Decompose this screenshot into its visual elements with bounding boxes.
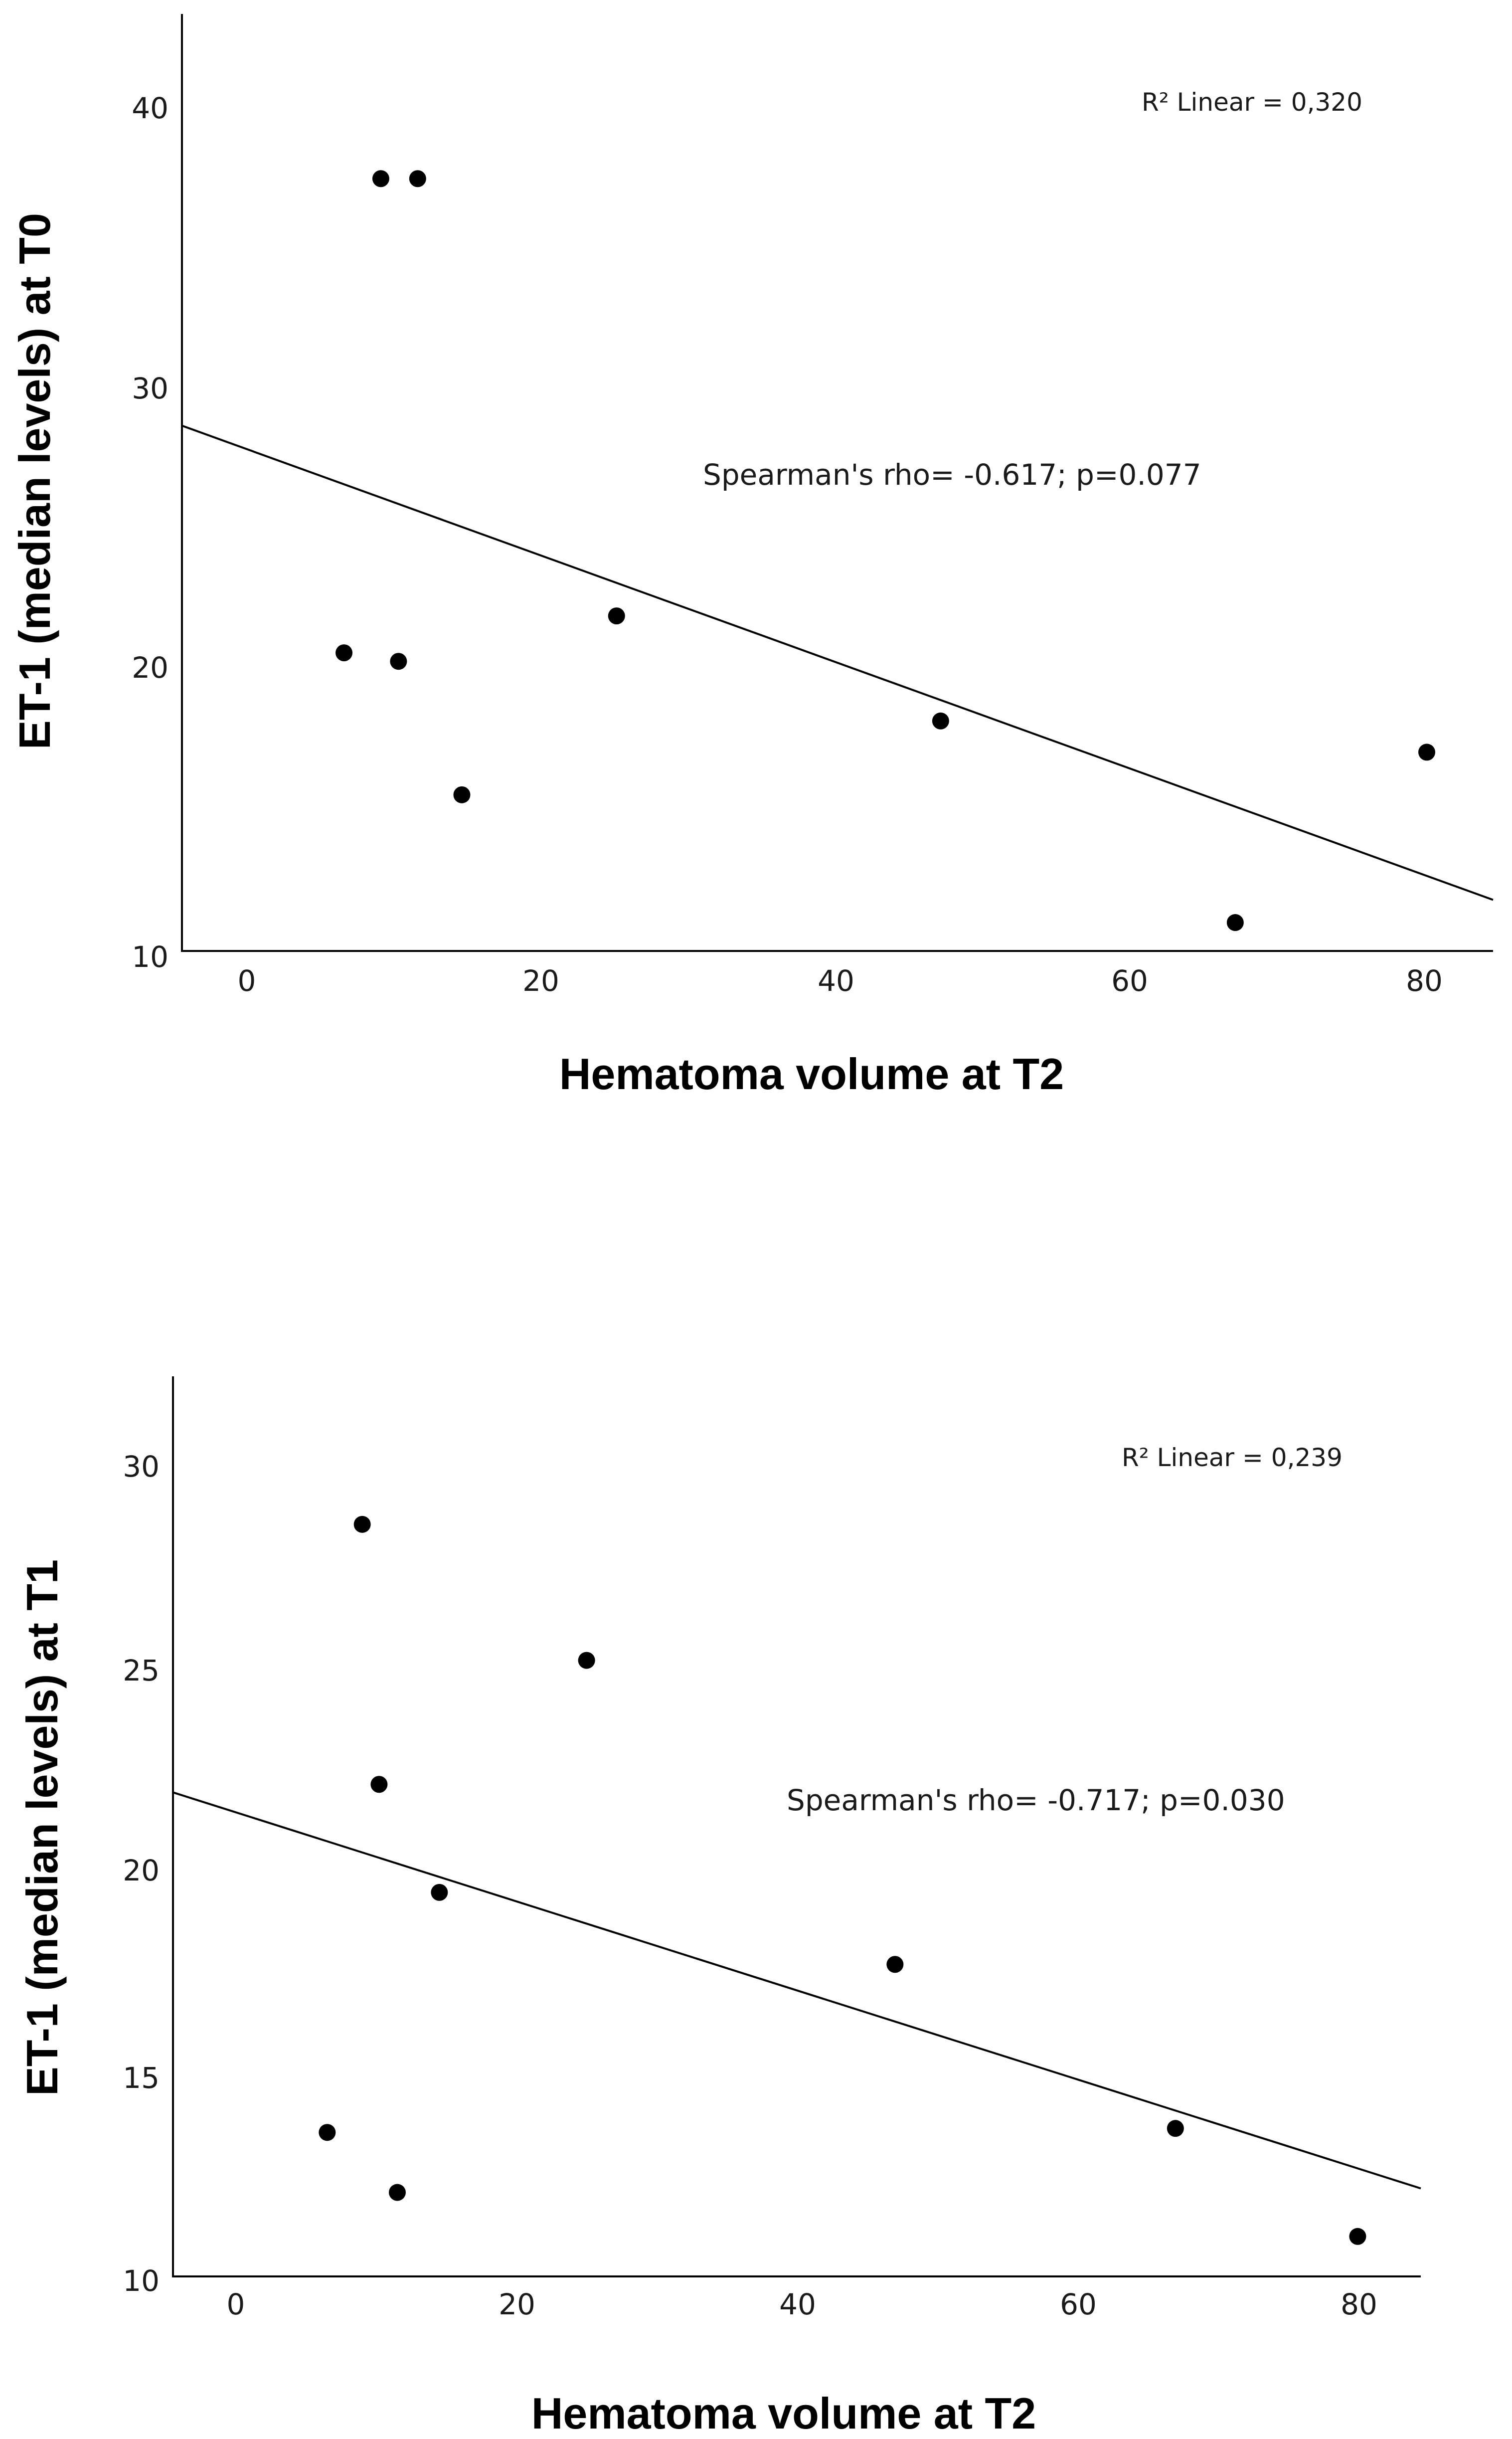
chart-2-x-axis-title: Hematoma volume at T2	[531, 2389, 1036, 2438]
data-point	[1418, 744, 1436, 761]
data-point	[578, 1652, 595, 1669]
data-point	[353, 1515, 371, 1533]
data-point	[409, 170, 426, 188]
data-point	[336, 644, 353, 662]
data-point	[319, 2124, 336, 2141]
data-point	[608, 607, 625, 625]
chart-1-regression-line	[181, 424, 1494, 901]
chart-2-r-squared: R² Linear = 0,239	[1122, 1443, 1343, 1472]
chart-1-y-ticks: 10 20 30 40	[132, 91, 168, 974]
data-point	[453, 786, 471, 803]
chart-1-points	[336, 170, 1436, 932]
y-tick-label: 10	[132, 940, 168, 974]
chart-1-r-squared: R² Linear = 0,320	[1142, 88, 1362, 117]
chart-2-spearman-annotation: Spearman's rho= -0.717; p=0.030	[787, 1783, 1285, 1817]
chart-2-axes	[172, 1376, 1421, 2277]
data-point	[431, 1883, 448, 1901]
chart-2-regression-line	[172, 1791, 1421, 2190]
x-tick-label: 0	[238, 964, 256, 998]
chart-2-y-axis-title: ET-1 (median levels) at T1	[17, 1559, 67, 2096]
chart-et1-t0: 10 20 30 40 0 20 40 60 80 R² Linear = 0,…	[10, 14, 1494, 1099]
chart-et1-t1: 10 15 20 25 30 0 20 40 60 80 R² Linear =…	[17, 1376, 1421, 2438]
data-point	[886, 1956, 904, 1973]
x-tick-label: 0	[227, 2287, 245, 2321]
x-tick-label: 20	[499, 2287, 535, 2321]
x-tick-label: 40	[779, 2287, 816, 2321]
y-tick-label: 20	[123, 1854, 160, 1887]
chart-1-axes	[181, 14, 1493, 952]
y-tick-label: 40	[132, 91, 168, 125]
data-point	[370, 1776, 388, 1793]
data-point	[390, 653, 407, 670]
y-tick-label: 30	[132, 372, 168, 405]
chart-2-points	[319, 1515, 1366, 2245]
chart-1-y-axis-title: ET-1 (median levels) at T0	[10, 213, 59, 750]
x-tick-label: 80	[1406, 964, 1443, 998]
y-tick-label: 15	[123, 2061, 160, 2095]
data-point	[1349, 2228, 1366, 2245]
chart-2-y-ticks: 10 15 20 25 30	[123, 1450, 160, 2298]
x-tick-label: 20	[522, 964, 559, 998]
x-tick-label: 80	[1341, 2287, 1377, 2321]
data-point	[932, 712, 949, 730]
y-tick-label: 20	[132, 651, 168, 685]
data-point	[372, 170, 389, 188]
chart-1-spearman-annotation: Spearman's rho= -0.617; p=0.077	[703, 458, 1201, 492]
chart-1-x-ticks: 0 20 40 60 80	[238, 964, 1443, 998]
chart-1-x-axis-title: Hematoma volume at T2	[559, 1049, 1064, 1099]
chart-2-x-ticks: 0 20 40 60 80	[227, 2287, 1377, 2321]
data-point	[388, 2184, 406, 2201]
data-point	[1167, 2120, 1184, 2137]
data-point	[1226, 914, 1244, 932]
y-tick-label: 30	[123, 1450, 160, 1484]
x-tick-label: 40	[818, 964, 854, 998]
y-tick-label: 25	[123, 1654, 160, 1688]
x-tick-label: 60	[1060, 2287, 1097, 2321]
x-tick-label: 60	[1111, 964, 1148, 998]
y-tick-label: 10	[123, 2264, 160, 2298]
